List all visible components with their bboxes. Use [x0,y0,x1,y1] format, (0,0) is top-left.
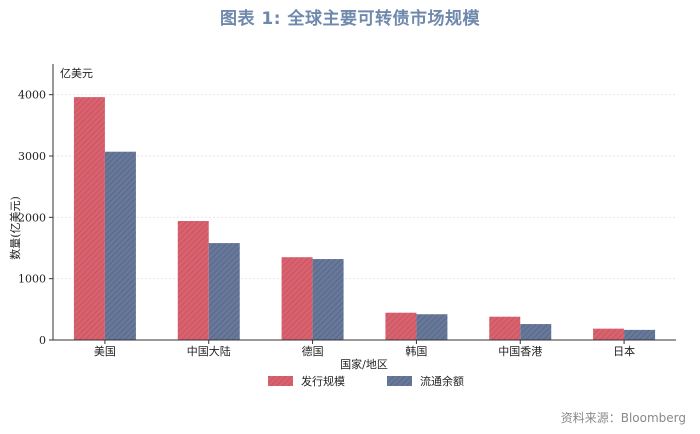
y-axis-title: 数量(亿美元) [9,196,22,260]
x-axis-title: 国家/地区 [340,357,388,371]
legend-label-0: 发行规模 [301,374,345,388]
unit-label: 亿美元 [60,67,93,80]
x-tick-label: 中国香港 [498,345,542,358]
legend-swatch-0 [268,376,293,386]
source-note: 资料来源：Bloomberg [560,411,686,425]
chart-title: 图表 1: 全球主要可转债市场规模 [220,9,480,29]
bar-issue-size-2 [281,257,313,340]
y-tick-label: 1000 [18,273,46,286]
bar-issue-size-1 [177,221,209,340]
bar-outstanding-5 [624,329,656,340]
x-tick-label: 中国大陆 [187,344,231,358]
bar-issue-size-3 [385,312,417,340]
bar-issue-size-5 [593,328,625,340]
y-tick-label: 3000 [18,150,46,163]
x-tick-label: 日本 [613,344,635,358]
bar-outstanding-2 [312,259,344,340]
bar-outstanding-1 [208,243,240,340]
bar-outstanding-4 [520,324,552,340]
bar-issue-size-4 [489,316,521,340]
bar-outstanding-0 [104,151,136,340]
bar-outstanding-3 [416,314,448,340]
legend-swatch-1 [387,376,412,386]
y-tick-label: 0 [39,334,46,347]
x-tick-label: 美国 [94,345,116,358]
x-tick-label: 韩国 [405,344,427,358]
bar-issue-size-0 [73,97,105,341]
y-tick-label: 4000 [18,89,46,102]
y-tick-label: 2000 [18,211,46,224]
legend-label-1: 流通余额 [420,374,464,388]
x-tick-label: 德国 [302,344,324,358]
